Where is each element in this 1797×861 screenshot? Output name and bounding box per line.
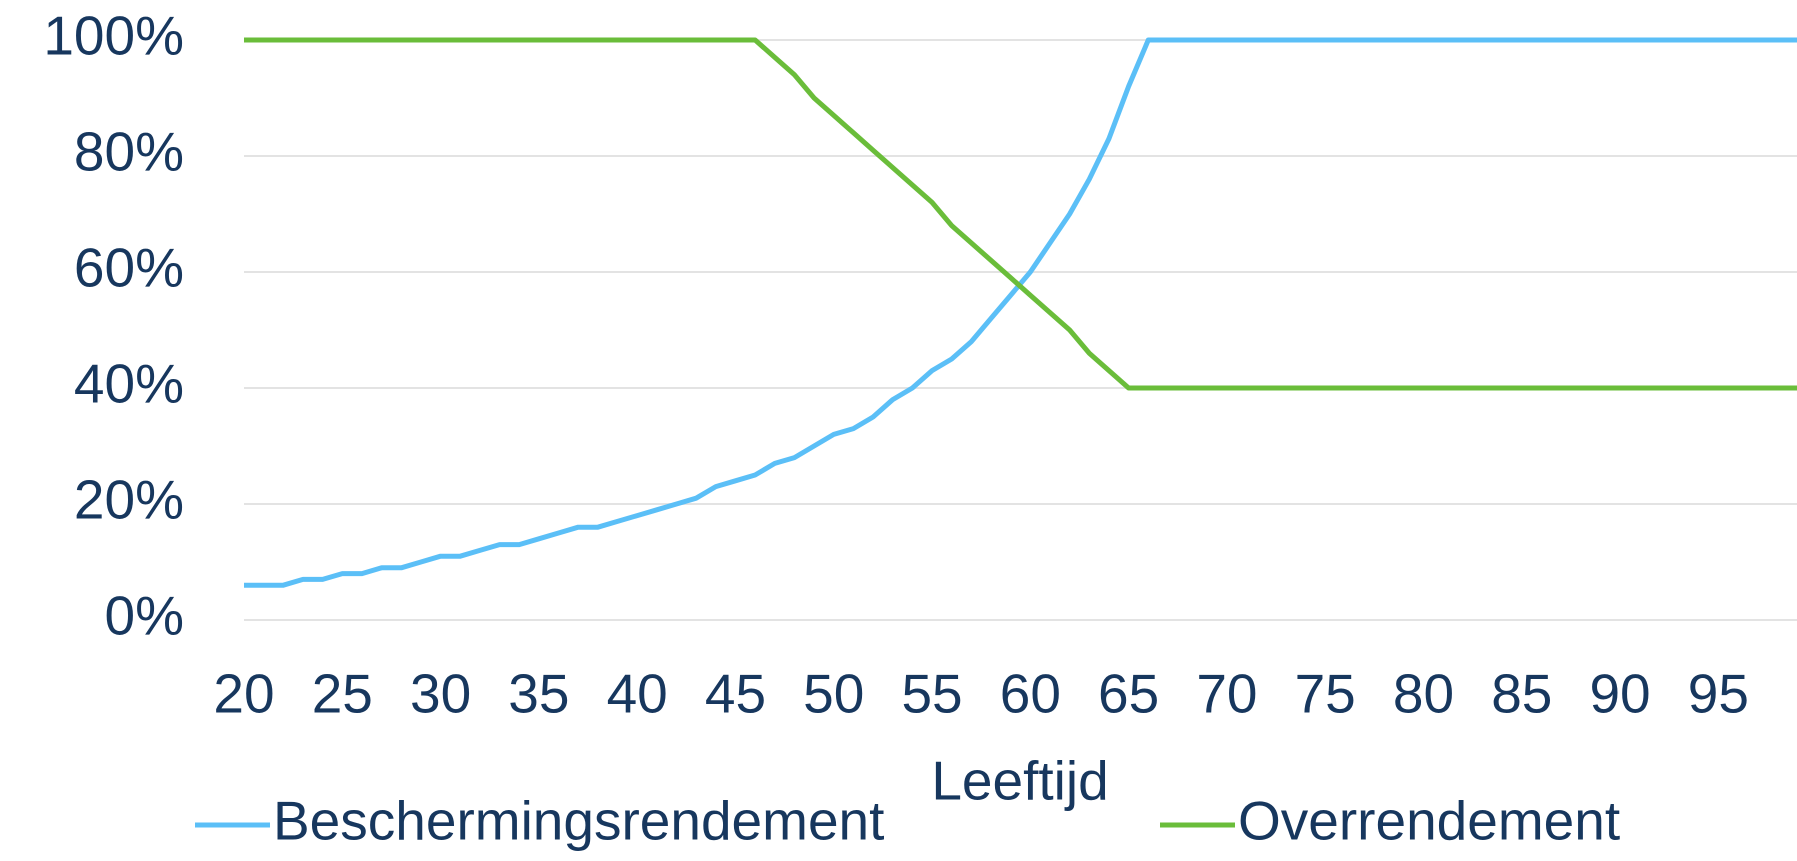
legend-label: Overrendement <box>1238 790 1620 852</box>
x-tick-label: 70 <box>1196 663 1257 725</box>
x-tick-label: 90 <box>1589 663 1650 725</box>
x-axis-label: Leeftijd <box>931 750 1108 812</box>
y-tick-label: 80% <box>74 121 184 183</box>
y-tick-label: 20% <box>74 469 184 531</box>
x-tick-label: 20 <box>213 663 274 725</box>
x-tick-label: 60 <box>1000 663 1061 725</box>
y-tick-label: 40% <box>74 353 184 415</box>
line-series <box>244 37 1797 391</box>
x-tick-label: 85 <box>1491 663 1552 725</box>
x-tick-label: 80 <box>1393 663 1454 725</box>
legend-label: Beschermingsrendement <box>273 790 884 852</box>
y-tick-label: 60% <box>74 237 184 299</box>
y-tick-label: 0% <box>105 585 185 647</box>
x-tick-label: 25 <box>312 663 373 725</box>
x-tick-label: 50 <box>803 663 864 725</box>
x-tick-label: 65 <box>1098 663 1159 725</box>
x-tick-label: 75 <box>1295 663 1356 725</box>
x-tick-label: 30 <box>410 663 471 725</box>
x-tick-label: 40 <box>607 663 668 725</box>
y-tick-label: 100% <box>43 5 184 67</box>
line-series <box>244 37 1797 588</box>
x-tick-label: 45 <box>705 663 766 725</box>
x-tick-label: 55 <box>901 663 962 725</box>
x-tick-label: 95 <box>1688 663 1749 725</box>
x-tick-label: 35 <box>508 663 569 725</box>
